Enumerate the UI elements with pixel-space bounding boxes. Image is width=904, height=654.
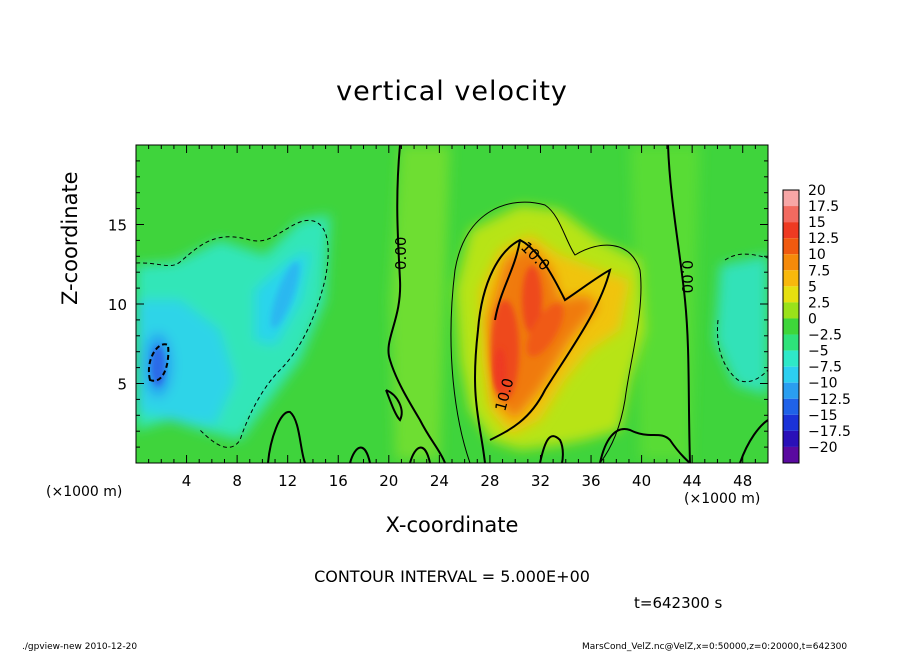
colorbar-label: −10: [808, 376, 838, 392]
footer-left: ./gpview-new 2010-12-20: [22, 642, 138, 652]
x-axis-unit-left: (×1000 m): [46, 484, 123, 500]
x-tick-label: 8: [232, 472, 242, 490]
colorbar: 2017.51512.5107.552.50−2.5−5−7.5−10−12.5…: [782, 183, 851, 464]
x-tick-label: 12: [278, 472, 297, 490]
colorbar-label: 12.5: [808, 231, 839, 247]
y-tick-label: 5: [117, 376, 127, 394]
x-axis-unit-right: (×1000 m): [684, 491, 761, 507]
x-tick-label: 48: [733, 472, 752, 490]
colorbar-label: −20: [808, 440, 838, 456]
y-tick-label: 15: [108, 217, 127, 235]
colorbar-swatch: [783, 334, 799, 351]
x-tick-label: 36: [581, 472, 600, 490]
y-axis-label: Z-coordinate: [58, 171, 82, 305]
colorbar-swatch: [783, 302, 799, 319]
colorbar-swatch: [783, 430, 799, 447]
colorbar-label: 17.5: [808, 199, 839, 215]
x-tick-label: 16: [329, 472, 348, 490]
colorbar-label: −5: [808, 344, 829, 360]
colorbar-swatch: [783, 318, 799, 335]
colorbar-swatch: [783, 254, 799, 271]
colorbar-label: 2.5: [808, 295, 830, 311]
contour-label: 0.00: [392, 237, 410, 270]
x-tick-label: 20: [379, 472, 398, 490]
colorbar-swatch: [783, 190, 799, 207]
colorbar-swatch: [783, 286, 799, 303]
colorbar-swatch: [783, 414, 799, 431]
velocity-field: 0.00 0.00 10.0 10.0: [136, 145, 768, 463]
contour-label: 0.00: [678, 260, 696, 293]
x-tick-label: 4: [182, 472, 192, 490]
colorbar-swatch: [783, 350, 799, 367]
colorbar-label: −7.5: [808, 360, 842, 376]
colorbar-label: 7.5: [808, 263, 830, 279]
colorbar-label: 20: [808, 183, 826, 199]
y-tick-label: 10: [108, 296, 127, 314]
colorbar-swatch: [783, 270, 799, 287]
colorbar-label: 10: [808, 247, 826, 263]
colorbar-label: −17.5: [808, 424, 851, 440]
contour-lines: [136, 145, 768, 463]
colorbar-label: −2.5: [808, 328, 842, 344]
x-tick-label: 32: [531, 472, 550, 490]
colorbar-swatch: [783, 222, 799, 239]
footer-right: MarsCond_VelZ.nc@VelZ,x=0:50000,z=0:2000…: [582, 642, 848, 652]
time-stamp: t=642300 s: [634, 594, 723, 612]
colorbar-swatch: [783, 382, 799, 399]
x-tick-label: 28: [480, 472, 499, 490]
colorbar-swatch: [783, 446, 799, 463]
x-tick-label: 40: [632, 472, 651, 490]
chart-title: vertical velocity: [336, 76, 568, 107]
colorbar-label: 15: [808, 215, 826, 231]
colorbar-swatch: [783, 398, 799, 415]
colorbar-frame: [782, 189, 800, 464]
colorbar-swatch: [783, 366, 799, 383]
colorbar-label: −15: [808, 408, 838, 424]
x-tick-label: 24: [430, 472, 449, 490]
colorbar-swatch: [783, 206, 799, 223]
colorbar-label: 5: [808, 279, 817, 295]
x-tick-label: 44: [683, 472, 702, 490]
colorbar-label: 0: [808, 311, 817, 327]
contour-interval: CONTOUR INTERVAL = 5.000E+00: [314, 567, 590, 586]
x-axis-label: X-coordinate: [385, 513, 519, 537]
colorbar-swatch: [783, 238, 799, 255]
colorbar-label: −12.5: [808, 392, 851, 408]
